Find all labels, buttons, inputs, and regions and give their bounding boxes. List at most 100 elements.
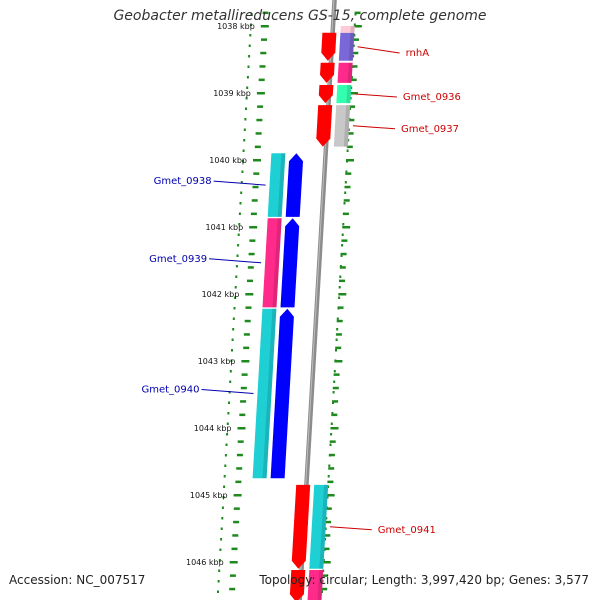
annotation-feature-1 [338, 32, 355, 61]
left-outer-dotted-ring-dot [221, 506, 224, 509]
right-outer-dotted-ring-dot [354, 13, 357, 16]
right-outer-dotted-ring-dot [329, 443, 332, 446]
minor-tick-right [354, 11, 361, 15]
minor-tick [255, 132, 262, 135]
annotation-feature-shade [319, 484, 329, 569]
major-tick [233, 494, 242, 497]
map-title: Geobacter metallireducens GS-15, complet… [113, 8, 487, 24]
right-outer-dotted-ring-dot [346, 149, 349, 152]
left-outer-dotted-ring-dot [218, 559, 221, 562]
left-outer-dotted-ring-dot [217, 580, 220, 583]
left-outer-dotted-ring-dot [247, 65, 250, 68]
right-outer-dotted-ring-dot [340, 254, 343, 257]
gene-arrow-gmet_0937 [316, 105, 333, 147]
left-outer-dotted-ring-dot [225, 443, 228, 446]
left-outer-dotted-ring-dot [220, 527, 223, 530]
minor-tick-right [332, 400, 339, 403]
minor-tick-right [351, 65, 358, 68]
right-outer-dotted-ring-dot [322, 559, 325, 562]
minor-tick-right [343, 199, 350, 202]
right-outer-dotted-ring-dot [344, 191, 347, 194]
left-outer-dotted-ring-dot [242, 160, 244, 163]
minor-tick-right [331, 413, 338, 417]
gene-label-leader [357, 46, 400, 54]
minor-tick [252, 185, 259, 189]
gene-label: Gmet_0937 [401, 124, 459, 135]
left-outer-dotted-ring-dot [241, 170, 244, 173]
minor-tick [236, 453, 243, 457]
right-outer-dotted-ring-dot [338, 286, 341, 289]
gene-arrow-gmet_0938 [285, 153, 303, 217]
right-outer-dotted-ring-dot [330, 433, 333, 436]
left-outer-dotted-ring-dot [249, 34, 252, 37]
major-tick [245, 293, 254, 296]
left-outer-dotted-ring-dot [221, 517, 224, 520]
minor-tick-right [350, 78, 357, 82]
left-outer-dotted-ring-dot [227, 412, 230, 415]
minor-tick [243, 346, 250, 350]
minor-tick [229, 574, 236, 577]
minor-tick-right [323, 547, 330, 551]
tick-label-1045: 1045 kbp [190, 491, 228, 500]
minor-tick-right [347, 132, 354, 135]
right-outer-dotted-ring-dot [333, 380, 336, 383]
minor-tick-right [335, 346, 342, 350]
left-outer-dotted-ring-dot [220, 538, 223, 541]
right-outer-dotted-ring-dot [343, 202, 346, 205]
minor-tick-right [345, 172, 352, 175]
right-outer-dotted-ring-dot [328, 464, 331, 467]
left-outer-dotted-ring-dot [235, 275, 238, 278]
left-outer-dotted-ring-dot [232, 328, 235, 331]
left-outer-dotted-ring-dot [238, 212, 241, 215]
right-outer-dotted-ring-dot [352, 44, 355, 47]
left-outer-dotted-ring-dot [234, 296, 237, 299]
tick-label-1039: 1039 kbp [213, 89, 251, 98]
annotation-feature-shade [277, 153, 286, 217]
minor-tick-right [321, 587, 328, 591]
minor-tick [237, 440, 244, 443]
left-outer-dotted-ring-dot [250, 13, 253, 16]
left-outer-dotted-ring-dot [230, 359, 233, 362]
major-tick-right [338, 293, 347, 296]
minor-tick-right [335, 333, 342, 336]
minor-tick-right [324, 534, 331, 537]
right-outer-dotted-ring-dot [324, 527, 327, 530]
right-outer-dotted-ring-dot [332, 401, 334, 404]
minor-tick [240, 400, 247, 403]
left-outer-dotted-ring-dot [218, 569, 221, 572]
gene-arrow-gmet_0940 [270, 308, 294, 479]
annotation-feature-4 [333, 105, 351, 147]
gene-label: rnhA [406, 48, 430, 59]
genome-summary-text: Topology: circular; Length: 3,997,420 bp… [259, 573, 589, 587]
tick-label-1038: 1038 kbp [217, 22, 255, 31]
gene-label-leader [201, 389, 254, 394]
left-outer-dotted-ring-dot [234, 286, 237, 289]
left-outer-dotted-ring-dot [219, 548, 222, 551]
major-tick [260, 25, 269, 28]
right-outer-dotted-ring-dot [335, 338, 338, 341]
minor-tick-right [337, 306, 344, 309]
minor-tick [232, 534, 239, 537]
right-outer-dotted-ring-dot [332, 391, 335, 394]
minor-tick-right [321, 574, 328, 577]
gene-label: Gmet_0941 [378, 525, 436, 536]
minor-tick [257, 105, 264, 108]
left-outer-dotted-ring-dot [236, 254, 239, 257]
minor-tick [251, 199, 258, 202]
major-tick-right [353, 25, 362, 28]
minor-tick-right [325, 520, 332, 524]
minor-tick [261, 38, 267, 41]
left-outer-dotted-ring-dot [231, 338, 234, 341]
minor-tick [240, 386, 247, 390]
major-tick [249, 226, 258, 229]
minor-tick-right [348, 118, 355, 122]
minor-tick-right [340, 252, 347, 256]
left-outer-dotted-ring-dot [224, 464, 227, 467]
tick-label-1046: 1046 kbp [186, 558, 224, 567]
left-outer-dotted-ring-dot [244, 118, 247, 121]
annotation-feature-10 [307, 570, 324, 600]
gene-label: Gmet_0938 [154, 176, 212, 187]
gene-label: Gmet_0939 [149, 254, 207, 265]
right-outer-dotted-ring-dot [352, 55, 355, 58]
minor-tick [259, 65, 266, 68]
